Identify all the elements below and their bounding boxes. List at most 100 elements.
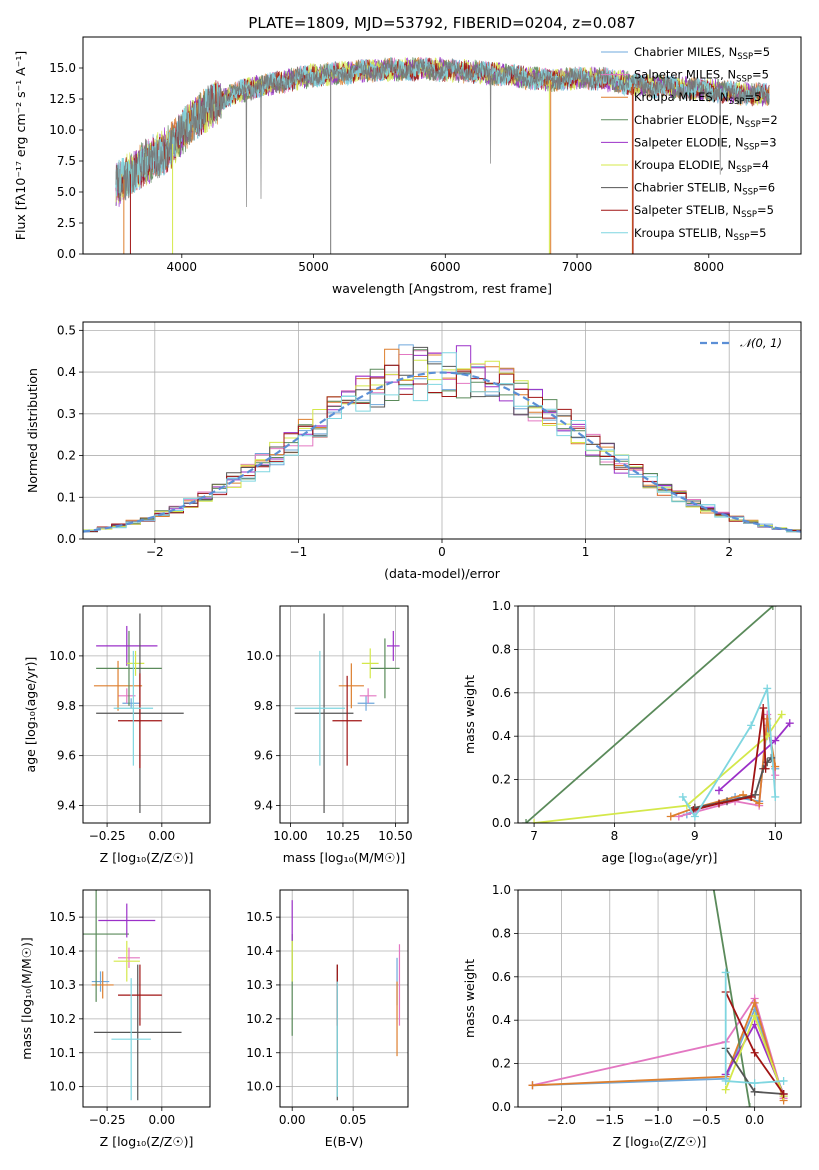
errorbar-point <box>332 675 362 766</box>
errorbar-point <box>118 947 140 968</box>
legend-entry: Chabrier STELIB, NSSP=6 <box>634 181 775 198</box>
legend-entry-count: =2 <box>761 113 778 127</box>
legend-entry: Kroupa MILES, NSSP=5 <box>634 90 761 107</box>
legend-entry-count: =5 <box>749 226 766 240</box>
y-tick-label: 0.2 <box>492 773 511 787</box>
y-tick-label: 0.5 <box>57 323 76 337</box>
legend-entry-label: Kroupa ELODIE, N <box>634 158 736 172</box>
legend-entry-count: =3 <box>760 135 777 149</box>
y-tick-label: 9.6 <box>254 749 273 763</box>
legend-entry-subscript: SSP <box>729 97 745 107</box>
legend-entry-label: Kroupa MILES, N <box>634 90 729 104</box>
x-tick-label: 2 <box>725 545 733 559</box>
x-axis-label: wavelength [Angstrom, rest frame] <box>332 281 552 296</box>
series-marker <box>751 790 760 799</box>
y-tick-label: 10.0 <box>246 1080 273 1094</box>
legend-entry-subscript: SSP <box>736 165 752 175</box>
errorbar-point <box>126 650 145 676</box>
series-marker <box>767 753 776 762</box>
y-tick-label: 0.0 <box>57 247 76 261</box>
y-tick-label: 0.0 <box>57 532 76 546</box>
legend-entry-count: =4 <box>752 158 769 172</box>
x-tick-label: 10 <box>768 829 783 843</box>
series-marker <box>768 606 777 610</box>
errorbar-point <box>294 613 354 814</box>
legend-entry-count: =5 <box>757 203 774 217</box>
x-tick-label: 8000 <box>694 260 725 274</box>
series-marker <box>714 786 723 795</box>
x-axis-label: Z [log₁₀(Z/Z☉)] <box>613 1134 707 1149</box>
y-tick-label: 0.0 <box>492 1100 511 1114</box>
y-tick-label: 9.4 <box>57 799 76 813</box>
mass_weight_vs_age-panel: 7 8 9 10 0.0 0.2 0.4 0.6 0.8 1.0 age [log₁₀(age/yr… <box>462 599 802 865</box>
series-marker <box>763 684 772 693</box>
age_vs_mass-panel: 10.00 10.25 10.50 9.4 9.6 9.8 10.0 mass [log₁₀(… <box>246 605 413 865</box>
legend-entry-subscript: SSP <box>744 142 760 152</box>
legend-entry: Chabrier ELODIE, NSSP=2 <box>634 113 778 130</box>
errorbar-point <box>91 971 110 992</box>
x-axis-label: E(B-V) <box>325 1134 364 1149</box>
y-tick-label: 9.6 <box>57 749 76 763</box>
x-tick-label: −1.5 <box>595 1113 624 1127</box>
series-line-kroupa-stelib <box>724 972 784 1085</box>
y-tick-label: 0.0 <box>492 816 511 830</box>
errorbar-point <box>294 650 346 766</box>
y-tick-label: 10.3 <box>246 978 273 992</box>
x-tick-label: 9 <box>691 829 699 843</box>
mass_vs_ebv-frame <box>279 889 409 1108</box>
x-tick-label: −0.5 <box>692 1113 721 1127</box>
series-marker <box>747 792 756 801</box>
y-axis-label: age [log₁₀(age/yr)] <box>23 657 38 773</box>
y-tick-label: 0.6 <box>492 970 511 984</box>
series-marker <box>709 882 717 890</box>
errorbar-point <box>93 660 143 711</box>
series-marker <box>528 1081 537 1090</box>
legend-entry-label: Salpeter MILES, N <box>634 68 736 82</box>
legend-entry-label: Salpeter ELODIE, N <box>634 135 744 149</box>
y-tick-label: 10.5 <box>246 910 273 924</box>
x-tick-label: −2 <box>146 545 164 559</box>
x-tick-label: 5000 <box>298 260 329 274</box>
errorbar-point <box>96 630 162 706</box>
y-tick-label: 0.4 <box>492 1013 511 1027</box>
series-marker <box>750 1048 759 1057</box>
x-tick-label: 0.0 <box>745 1113 764 1127</box>
errorbar-point <box>118 673 162 769</box>
legend-entry: Kroupa ELODIE, NSSP=4 <box>634 158 769 175</box>
series-marker <box>761 764 770 773</box>
series-line-salpeter-elodie <box>718 722 791 792</box>
x-tick-label: 10.50 <box>378 829 412 843</box>
x-tick-label: 0.00 <box>148 829 175 843</box>
y-axis-label: Normed distribution <box>25 368 40 493</box>
series-marker <box>771 771 780 780</box>
errorbar-point <box>361 648 379 679</box>
y-tick-label: 10.0 <box>246 649 273 663</box>
age_vs_Z-frame <box>82 605 211 824</box>
errorbar-point <box>370 638 400 699</box>
legend-entry-subscript: SSP <box>734 233 750 243</box>
y-axis-label: mass [log₁₀(M/M☉)] <box>19 937 34 1059</box>
y-tick-label: 10.2 <box>246 1012 273 1026</box>
errorbar-point <box>96 625 158 666</box>
mass_vs_Z-panel: −0.25 0.00 10.0 10.1 10.2 10.3 10.4 10.5 Z [log₁… <box>19 889 211 1149</box>
series-marker <box>745 1103 754 1107</box>
mass_vs_Z-frame <box>82 889 211 1108</box>
chart-title: PLATE=1809, MJD=53792, FIBERID=0204, z=0… <box>248 14 635 32</box>
legend-entry-subscript: SSP <box>736 75 752 85</box>
series-marker <box>678 792 687 801</box>
y-tick-label: 15.0 <box>49 61 76 75</box>
y-tick-label: 0.2 <box>57 449 76 463</box>
legend-entry-subscript: SSP <box>745 120 761 130</box>
mass_weight_vs_Z-plot-area <box>528 882 788 1107</box>
legend-entry: Salpeter ELODIE, NSSP=3 <box>634 135 777 152</box>
series-marker <box>750 1011 759 1020</box>
legend-entry-count: =5 <box>753 45 770 59</box>
age_vs_mass-plot-area <box>294 613 400 814</box>
series-marker <box>779 1089 788 1098</box>
x-axis-label: Z [log₁₀(Z/Z☉)] <box>100 1134 194 1149</box>
legend-entry: Kroupa STELIB, NSSP=5 <box>634 226 766 243</box>
x-tick-label: 8 <box>611 829 619 843</box>
series-line-kroupa-miles <box>532 1000 785 1101</box>
